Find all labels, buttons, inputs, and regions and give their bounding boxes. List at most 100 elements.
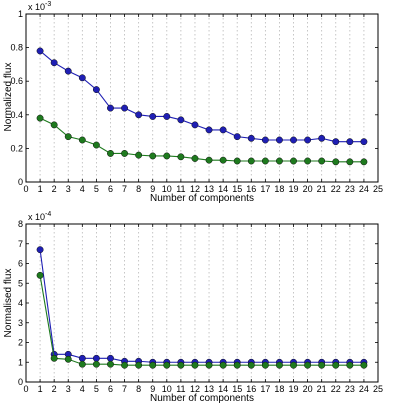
y-tick-label: 4 — [18, 298, 23, 308]
series-1-point — [318, 134, 326, 142]
y-tick-label: 5 — [18, 278, 23, 288]
series-2-point — [275, 157, 283, 165]
series-2-point — [219, 361, 227, 369]
series-1-point — [107, 104, 114, 112]
x-tick-label: 11 — [176, 384, 185, 394]
series-2-line — [39, 275, 364, 366]
series-1-line — [39, 50, 364, 143]
y-tick-label: 0.8 — [10, 43, 23, 53]
x-tick-label: 3 — [66, 184, 71, 194]
x-tick-label: 5 — [94, 184, 99, 194]
x-tick-label: 6 — [108, 184, 113, 194]
x-tick-label: 18 — [274, 184, 284, 194]
x-tick-label: 15 — [232, 384, 242, 394]
x-tick-label: 20 — [303, 384, 313, 394]
series-2-point — [247, 157, 255, 165]
x-axis-label: Number of components — [150, 193, 254, 204]
series-2-point — [92, 360, 100, 368]
series-2-point — [205, 361, 213, 369]
series-1-point — [163, 113, 171, 120]
x-tick-label: 6 — [108, 384, 113, 394]
y-tick-label: 1 — [18, 9, 23, 19]
series-1-point — [233, 133, 241, 141]
series-2-point — [191, 155, 199, 162]
series-2-point — [205, 156, 213, 164]
series-2-line — [39, 117, 364, 163]
series-1-point — [36, 246, 44, 254]
x-tick-label: 17 — [260, 184, 270, 194]
series-2-point — [346, 158, 354, 166]
x-tick-label: 7 — [122, 384, 127, 394]
x-tick-label: 20 — [303, 184, 313, 194]
series-1-point — [135, 111, 143, 119]
x-tick-label: 12 — [190, 184, 200, 194]
series-2-point — [177, 153, 185, 161]
chart-1: 0 1 2 3 4 5 6 7 8 9 10 11 12 13 14 15 16 17 18 19 20 21 22 23 24… — [3, 1, 383, 204]
x-tick-label: 24 — [359, 384, 369, 394]
series-2-point — [121, 361, 129, 369]
series-1-line — [39, 249, 364, 363]
series-2-point — [318, 157, 326, 165]
y-tick-label: 7 — [18, 239, 23, 249]
x-tick-label: 16 — [246, 384, 256, 394]
x-tick-label: 1 — [38, 184, 43, 194]
series-2-point — [36, 114, 44, 122]
x-tick-label: 11 — [176, 184, 185, 194]
series-1-point — [219, 126, 227, 134]
x-tick-label: 17 — [260, 384, 270, 394]
series-1-point — [50, 59, 58, 67]
series-2-point — [135, 361, 143, 369]
series-2-point — [233, 361, 241, 369]
series-2-point — [261, 361, 269, 369]
x-tick-label: 13 — [204, 184, 214, 194]
y-axis-label: Normalised flux — [3, 269, 14, 338]
series-2-point — [191, 361, 199, 369]
x-tick-label: 14 — [218, 384, 228, 394]
x-tick-label: 22 — [331, 384, 341, 394]
series-2-point — [135, 151, 143, 159]
x-tick-label: 10 — [162, 184, 172, 194]
x-tick-label: 18 — [274, 384, 284, 394]
x-tick-label: 25 — [373, 184, 383, 194]
x-tick-label: 21 — [317, 184, 327, 194]
y-tick-label: 6 — [18, 259, 23, 269]
series-2-point — [233, 157, 241, 165]
x-tick-label: 9 — [150, 384, 155, 394]
x-tick-label: 15 — [232, 184, 242, 194]
y-tick-label: 0.2 — [10, 143, 23, 153]
x-tick-label: 21 — [317, 384, 327, 394]
series-1-point — [261, 136, 269, 144]
axis-frame — [25, 13, 379, 183]
series-2-point — [64, 355, 72, 363]
x-tick-label: 12 — [190, 384, 200, 394]
x-tick-label: 5 — [94, 384, 99, 394]
x-tick-label: 2 — [52, 184, 57, 194]
series-2-point — [318, 361, 326, 369]
series-1-point — [332, 138, 340, 146]
series-1-point — [177, 116, 185, 124]
y-exponent-label: x 10-4 — [28, 211, 51, 222]
x-tick-label: 2 — [52, 384, 57, 394]
series-2-point — [332, 361, 340, 369]
x-tick-label: 0 — [23, 384, 28, 394]
x-tick-label: 0 — [23, 184, 28, 194]
y-tick-label: 0.4 — [10, 110, 23, 120]
series-2-point — [36, 271, 44, 279]
x-tick-label: 8 — [136, 384, 141, 394]
x-tick-label: 7 — [122, 184, 127, 194]
series-2-point — [304, 157, 312, 165]
series-2-point — [149, 361, 157, 369]
series-2-point — [261, 157, 269, 165]
y-tick-label: 8 — [18, 219, 23, 229]
y-tick-label: 0 — [18, 377, 23, 387]
x-tick-label: 3 — [66, 384, 71, 394]
x-tick-label: 4 — [80, 384, 85, 394]
series-1-point — [92, 354, 100, 362]
y-tick-label: 1 — [18, 357, 23, 367]
series-1-point — [92, 86, 100, 94]
x-tick-label: 1 — [38, 384, 43, 394]
series-2-point — [121, 149, 129, 157]
series-1-point — [346, 138, 354, 146]
series-2-point — [332, 158, 340, 166]
